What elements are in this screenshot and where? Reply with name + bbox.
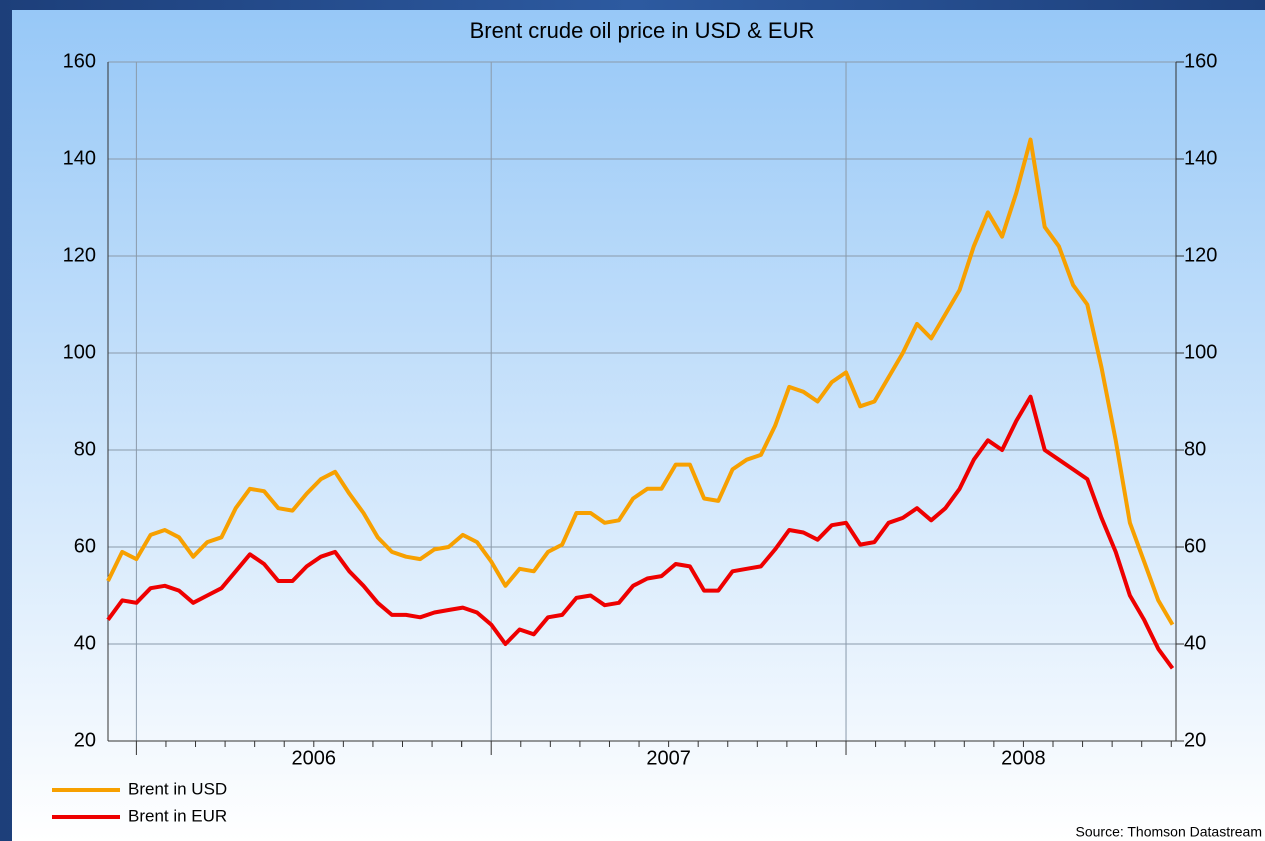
y2-tick-label: 80 (1184, 438, 1206, 460)
y-tick-label: 120 (63, 244, 96, 266)
x-tick-label: 2006 (292, 747, 337, 769)
series-line (106, 394, 1175, 670)
y-tick-label: 60 (74, 535, 96, 557)
legend-label: Brent in EUR (128, 806, 227, 825)
y-tick-label: 100 (63, 341, 96, 363)
y-tick-label: 40 (74, 632, 96, 654)
source: Source: Thomson Datastream (1076, 824, 1263, 840)
y2-tick-label: 100 (1184, 341, 1217, 363)
y2-tick-label: 40 (1184, 632, 1206, 654)
y-tick-label: 160 (63, 50, 96, 72)
y-tick-label: 140 (63, 147, 96, 169)
y-tick-label: 80 (74, 438, 96, 460)
y-tick-label: 20 (74, 729, 96, 751)
y2-tick-label: 120 (1184, 244, 1217, 266)
y2-tick-label: 20 (1184, 729, 1206, 751)
x-tick-label: 2008 (1001, 747, 1046, 769)
panel (12, 10, 1265, 841)
y2-tick-label: 60 (1184, 535, 1206, 557)
legend-label: Brent in USD (128, 779, 227, 798)
y2-tick-label: 140 (1184, 147, 1217, 169)
y2-tick-label: 160 (1184, 50, 1217, 72)
series-line (106, 137, 1175, 626)
chart-title: Brent crude oil price in USD & EUR (470, 18, 815, 43)
x-tick-label: 2007 (646, 747, 691, 769)
